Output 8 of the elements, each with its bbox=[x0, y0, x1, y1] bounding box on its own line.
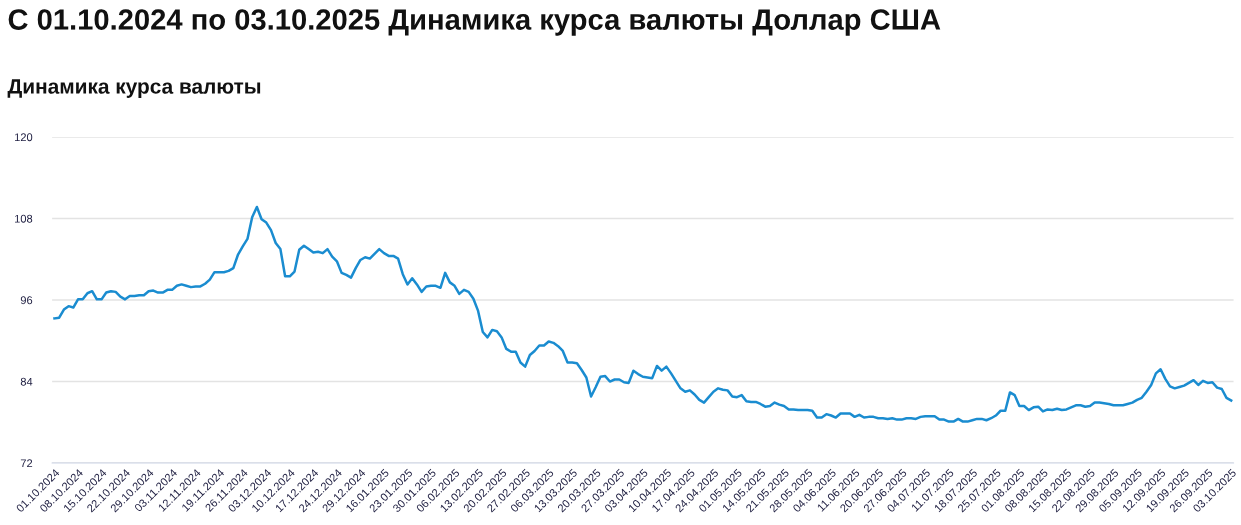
chart-subtitle: Динамика курса валюты bbox=[7, 79, 261, 98]
y-tick-label: 96 bbox=[20, 296, 33, 305]
y-tick-label: 120 bbox=[14, 133, 33, 142]
line-series bbox=[53, 205, 1233, 423]
y-tick-label: 108 bbox=[14, 214, 33, 223]
y-tick-label: 84 bbox=[20, 377, 33, 386]
chart-title: С 01.10.2024 по 03.10.2025 Динамика курса валюты Доллар США bbox=[8, 9, 941, 36]
y-tick-label: 72 bbox=[20, 459, 33, 468]
